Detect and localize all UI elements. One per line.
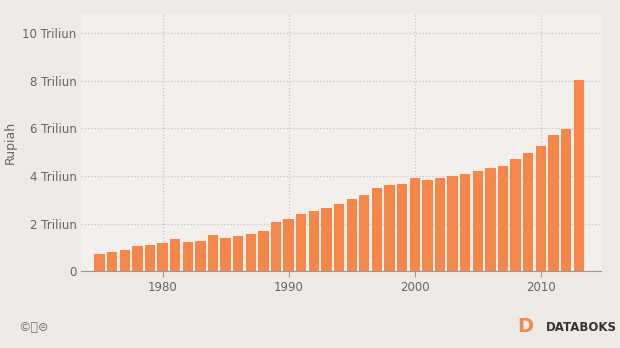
Bar — [548, 135, 559, 271]
Bar — [132, 246, 143, 271]
Bar — [460, 174, 471, 271]
Bar — [359, 195, 370, 271]
Bar — [485, 168, 495, 271]
Bar — [372, 189, 382, 271]
Text: ©ⓘ⊜: ©ⓘ⊜ — [19, 321, 49, 334]
Bar — [259, 231, 268, 271]
Bar — [422, 180, 433, 271]
Bar — [321, 207, 332, 271]
Text: DATABOKS: DATABOKS — [546, 321, 617, 334]
Bar — [157, 243, 168, 271]
Bar — [94, 254, 105, 271]
Bar — [523, 153, 533, 271]
Bar — [145, 245, 155, 271]
Bar — [347, 199, 357, 271]
Bar — [195, 241, 206, 271]
Bar — [536, 145, 546, 271]
Bar — [334, 204, 344, 271]
Bar — [561, 129, 571, 271]
Bar — [410, 178, 420, 271]
Bar — [208, 235, 218, 271]
Bar — [498, 166, 508, 271]
Bar — [246, 234, 256, 271]
Bar — [233, 236, 244, 271]
Bar — [271, 222, 281, 271]
Bar — [574, 80, 584, 271]
Text: D: D — [518, 317, 534, 336]
Bar — [397, 184, 407, 271]
Bar — [472, 171, 483, 271]
Bar — [435, 178, 445, 271]
Bar — [309, 211, 319, 271]
Bar — [296, 214, 306, 271]
Bar — [384, 185, 395, 271]
Bar — [107, 252, 117, 271]
Bar — [120, 250, 130, 271]
Bar — [448, 176, 458, 271]
Bar — [183, 242, 193, 271]
Bar — [283, 220, 294, 271]
Bar — [170, 239, 180, 271]
Bar — [510, 159, 521, 271]
Bar — [221, 238, 231, 271]
Y-axis label: Rupiah: Rupiah — [4, 121, 17, 164]
